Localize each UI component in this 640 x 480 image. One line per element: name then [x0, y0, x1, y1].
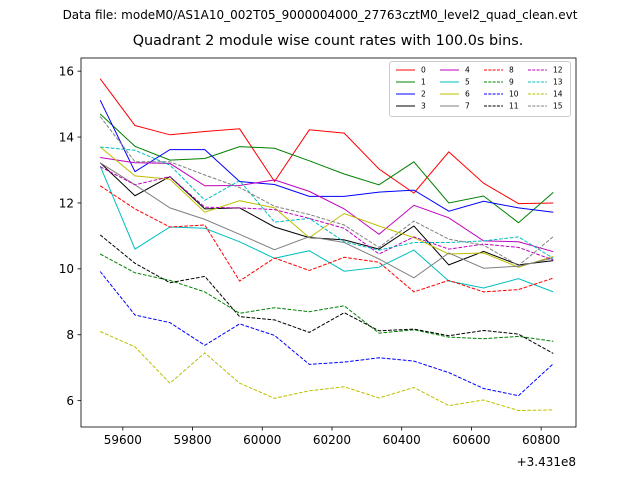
- y-tick-label: 6: [66, 394, 74, 408]
- legend-label-9: 9: [509, 78, 514, 87]
- y-tick-label: 16: [59, 64, 74, 78]
- legend-label-1: 1: [421, 78, 426, 87]
- data-file-label: Data file: modeM0/AS1A10_002T05_90000040…: [62, 8, 578, 22]
- series-line-1: [99, 113, 554, 224]
- series-line-0: [99, 78, 554, 205]
- series-line-2: [99, 99, 554, 213]
- chart-legend: 0 1 2 3 4 5 6 7 8 9 10 11 12 13 14 15: [389, 61, 571, 117]
- legend-label-7: 7: [465, 102, 470, 111]
- x-offset-label: +3.431e8: [517, 455, 576, 469]
- x-tick-label: 59800: [173, 433, 211, 447]
- y-tick-label: 10: [59, 262, 74, 276]
- legend-label-14: 14: [553, 90, 563, 99]
- series-line-7: [99, 162, 554, 279]
- x-tick-label: 59600: [104, 433, 142, 447]
- legend-label-2: 2: [421, 90, 426, 99]
- legend-label-12: 12: [553, 66, 563, 75]
- series-line-13: [100, 146, 554, 259]
- x-tick-label: 60600: [452, 433, 490, 447]
- x-tick-label: 60000: [243, 433, 281, 447]
- plot-frame: [80, 57, 577, 428]
- series-lines: [99, 78, 554, 412]
- series-line-10: [99, 271, 554, 397]
- y-tick-label: 14: [59, 130, 74, 144]
- legend-label-3: 3: [421, 102, 426, 111]
- series-line-9: [99, 253, 554, 342]
- series-line-12: [99, 166, 554, 261]
- series-line-4: [100, 157, 554, 253]
- legend-label-5: 5: [465, 78, 470, 87]
- series-line-6: [99, 146, 554, 268]
- legend-label-15: 15: [553, 102, 563, 111]
- legend-label-0: 0: [421, 66, 426, 75]
- series-line-3: [99, 162, 554, 266]
- x-tick-label: 60800: [522, 433, 560, 447]
- legend-label-8: 8: [509, 66, 514, 75]
- series-line-11: [99, 234, 554, 354]
- series-line-14: [99, 331, 554, 412]
- y-tick-label: 8: [66, 328, 74, 342]
- x-tick-label: 60200: [313, 433, 351, 447]
- series-line-5: [99, 165, 554, 293]
- y-tick-label: 12: [59, 196, 74, 210]
- x-tick-label: 60400: [383, 433, 421, 447]
- legend-label-11: 11: [509, 102, 519, 111]
- legend-label-10: 10: [509, 90, 519, 99]
- legend-label-6: 6: [465, 90, 470, 99]
- legend-label-4: 4: [465, 66, 470, 75]
- legend-label-13: 13: [553, 78, 563, 87]
- series-line-8: [99, 185, 554, 293]
- series-line-15: [99, 116, 554, 267]
- chart-title: Quadrant 2 module wise count rates with …: [132, 33, 524, 49]
